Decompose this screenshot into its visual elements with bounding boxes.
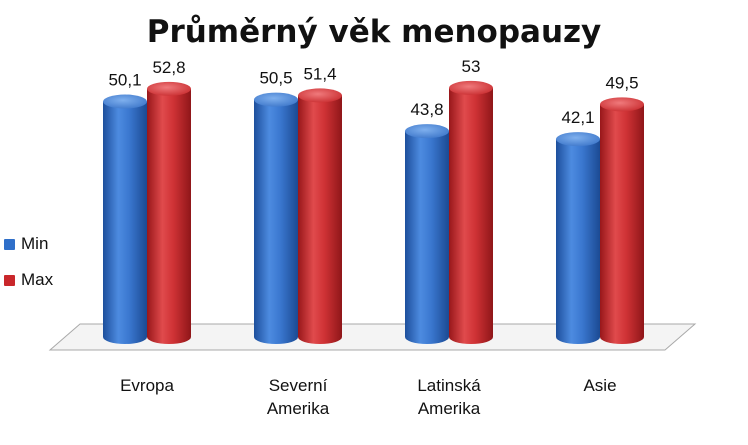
category-label-line: Amerika (417, 399, 481, 418)
value-label-min-0: 50,1 (108, 71, 141, 90)
value-label-max-2: 53 (462, 57, 481, 76)
legend-label-min: Min (21, 234, 49, 253)
bar-min-1 (254, 92, 298, 345)
bar-max-0 (147, 81, 191, 344)
legend-swatch-max (4, 274, 15, 286)
value-label-min-1: 50,5 (259, 69, 292, 88)
category-label-3: Asie (540, 374, 660, 397)
value-label-min-2: 43,8 (410, 100, 443, 119)
bar-max-3 (600, 97, 644, 344)
category-label-line: Severní (268, 376, 328, 395)
legend-label-max: Max (21, 270, 54, 289)
bar-max-2 (449, 80, 493, 345)
legend-item-max: Max (4, 262, 53, 298)
category-label-line: Latinská (417, 376, 481, 395)
category-label-0: Evropa (87, 374, 207, 397)
category-label-line: Evropa (120, 376, 174, 395)
value-label-min-3: 42,1 (561, 108, 594, 127)
bar-min-0 (103, 94, 147, 344)
bar-min-2 (405, 124, 449, 344)
value-label-max-1: 51,4 (303, 64, 336, 83)
chart-title: Průměrný věk menopauzy (146, 14, 602, 50)
legend-swatch-min (4, 238, 15, 250)
legend-item-min: Min (4, 226, 53, 262)
category-label-line: Asie (583, 376, 617, 395)
category-label-line: Amerika (266, 399, 330, 418)
value-label-max-3: 49,5 (605, 73, 638, 92)
value-label-max-0: 52,8 (152, 58, 185, 77)
legend: Min Max (4, 226, 53, 298)
category-label-2: Latinská Amerika (389, 374, 509, 420)
category-label-1: Severní Amerika (238, 374, 358, 420)
bar-min-3 (556, 132, 600, 344)
bar-max-1 (298, 88, 342, 344)
